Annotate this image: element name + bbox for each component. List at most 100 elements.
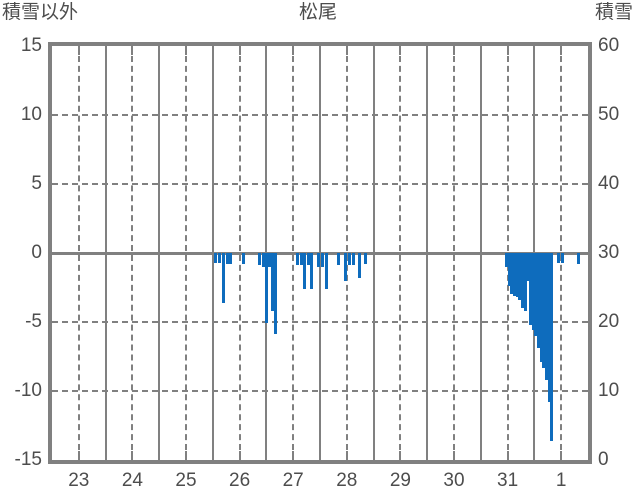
bar	[257, 253, 261, 266]
bar	[307, 253, 311, 266]
bar	[229, 253, 233, 265]
tick-mark-top	[185, 46, 187, 55]
bar	[225, 253, 229, 265]
tick-mark-bottom	[345, 451, 348, 460]
bar	[271, 253, 275, 311]
bar	[364, 253, 368, 265]
bar	[539, 253, 543, 363]
right-axis-tick-label: 20	[598, 311, 620, 332]
tick-mark-top	[345, 46, 348, 55]
bar	[264, 253, 268, 324]
tick-mark-bottom	[131, 451, 134, 460]
bar	[295, 253, 299, 266]
x-axis-tick-label: 28	[336, 470, 358, 491]
tick-mark-top	[399, 46, 402, 55]
left-axis-tick-label: 10	[20, 104, 42, 125]
bar	[347, 253, 351, 266]
bar	[218, 253, 222, 263]
bar	[529, 253, 533, 325]
right-axis-tick-label: 50	[598, 104, 620, 125]
x-axis-tick-label: 31	[497, 470, 519, 491]
left-axis-tick-label: 15	[20, 35, 42, 56]
right-axis-title: 積雪	[594, 2, 633, 23]
right-axis-tick-label: 0	[598, 449, 609, 470]
bar	[523, 253, 527, 311]
tick-mark-top	[453, 46, 455, 55]
bar	[261, 253, 265, 267]
bar	[303, 253, 307, 289]
left-axis-tick-label: 5	[31, 173, 42, 194]
bar	[504, 253, 508, 267]
tick-mark-bottom	[506, 451, 509, 460]
plot-inner	[52, 46, 588, 460]
x-axis-tick-label: 30	[443, 470, 465, 491]
left-axis-tick-label: -15	[14, 449, 42, 470]
bar	[542, 253, 546, 368]
tick-mark-bottom	[238, 451, 241, 460]
x-axis-tick-label: 26	[229, 470, 251, 491]
left-axis-tick-label: -5	[25, 311, 42, 332]
right-axis-tick-label: 10	[598, 380, 620, 401]
tick-mark-bottom	[77, 451, 80, 460]
right-axis-tick-label: 60	[598, 35, 620, 56]
tick-mark-bottom	[560, 451, 563, 460]
horizontal-gridline	[52, 321, 588, 323]
bar	[337, 253, 341, 266]
bar	[268, 253, 271, 267]
tick-mark-top	[506, 46, 509, 55]
bar	[577, 253, 581, 265]
bar	[557, 253, 561, 263]
tick-mark-top	[77, 46, 80, 55]
horizontal-gridline	[52, 390, 588, 392]
left-axis-tick-label: -10	[14, 380, 42, 401]
x-axis-tick-label: 29	[389, 470, 411, 491]
bar	[221, 253, 225, 303]
bar	[561, 253, 565, 263]
bar	[512, 253, 516, 296]
bar	[344, 253, 348, 281]
tick-mark-top	[131, 46, 134, 55]
tick-mark-top	[560, 46, 563, 55]
right-axis-tick-label: 30	[598, 242, 620, 263]
x-axis-tick-label: 25	[175, 470, 197, 491]
bar	[537, 253, 541, 349]
bar	[357, 253, 361, 278]
x-axis-tick-label: 24	[121, 470, 143, 491]
bar	[521, 253, 524, 309]
bar	[547, 253, 551, 403]
bar	[531, 253, 535, 331]
bar	[534, 253, 538, 336]
x-axis-tick-label: 27	[282, 470, 304, 491]
bar	[321, 253, 325, 267]
bar	[274, 253, 278, 335]
bar	[310, 253, 314, 289]
tick-mark-top	[292, 46, 295, 55]
tick-mark-bottom	[185, 451, 187, 460]
bar	[213, 253, 217, 263]
x-axis-tick-label: 1	[555, 470, 567, 491]
chart-title: 松尾	[298, 2, 337, 23]
bar	[325, 253, 329, 289]
bar	[242, 253, 246, 265]
bar	[351, 253, 355, 266]
bar	[299, 253, 303, 266]
bar	[526, 253, 530, 281]
horizontal-gridline	[52, 114, 588, 116]
tick-mark-top	[238, 46, 241, 55]
horizontal-gridline	[52, 183, 588, 185]
bar	[507, 253, 511, 287]
bar	[550, 253, 554, 441]
bar	[515, 253, 519, 298]
left-axis-tick-label: 0	[31, 242, 42, 263]
bar	[510, 253, 514, 295]
tick-mark-bottom	[399, 451, 402, 460]
bar	[317, 253, 321, 267]
left-axis-title: 積雪以外	[2, 2, 79, 23]
x-axis-tick-label: 23	[68, 470, 90, 491]
tick-mark-bottom	[292, 451, 295, 460]
right-axis-tick-label: 40	[598, 173, 620, 194]
plot-area	[48, 42, 592, 464]
tick-mark-bottom	[453, 451, 455, 460]
bar	[545, 253, 549, 380]
